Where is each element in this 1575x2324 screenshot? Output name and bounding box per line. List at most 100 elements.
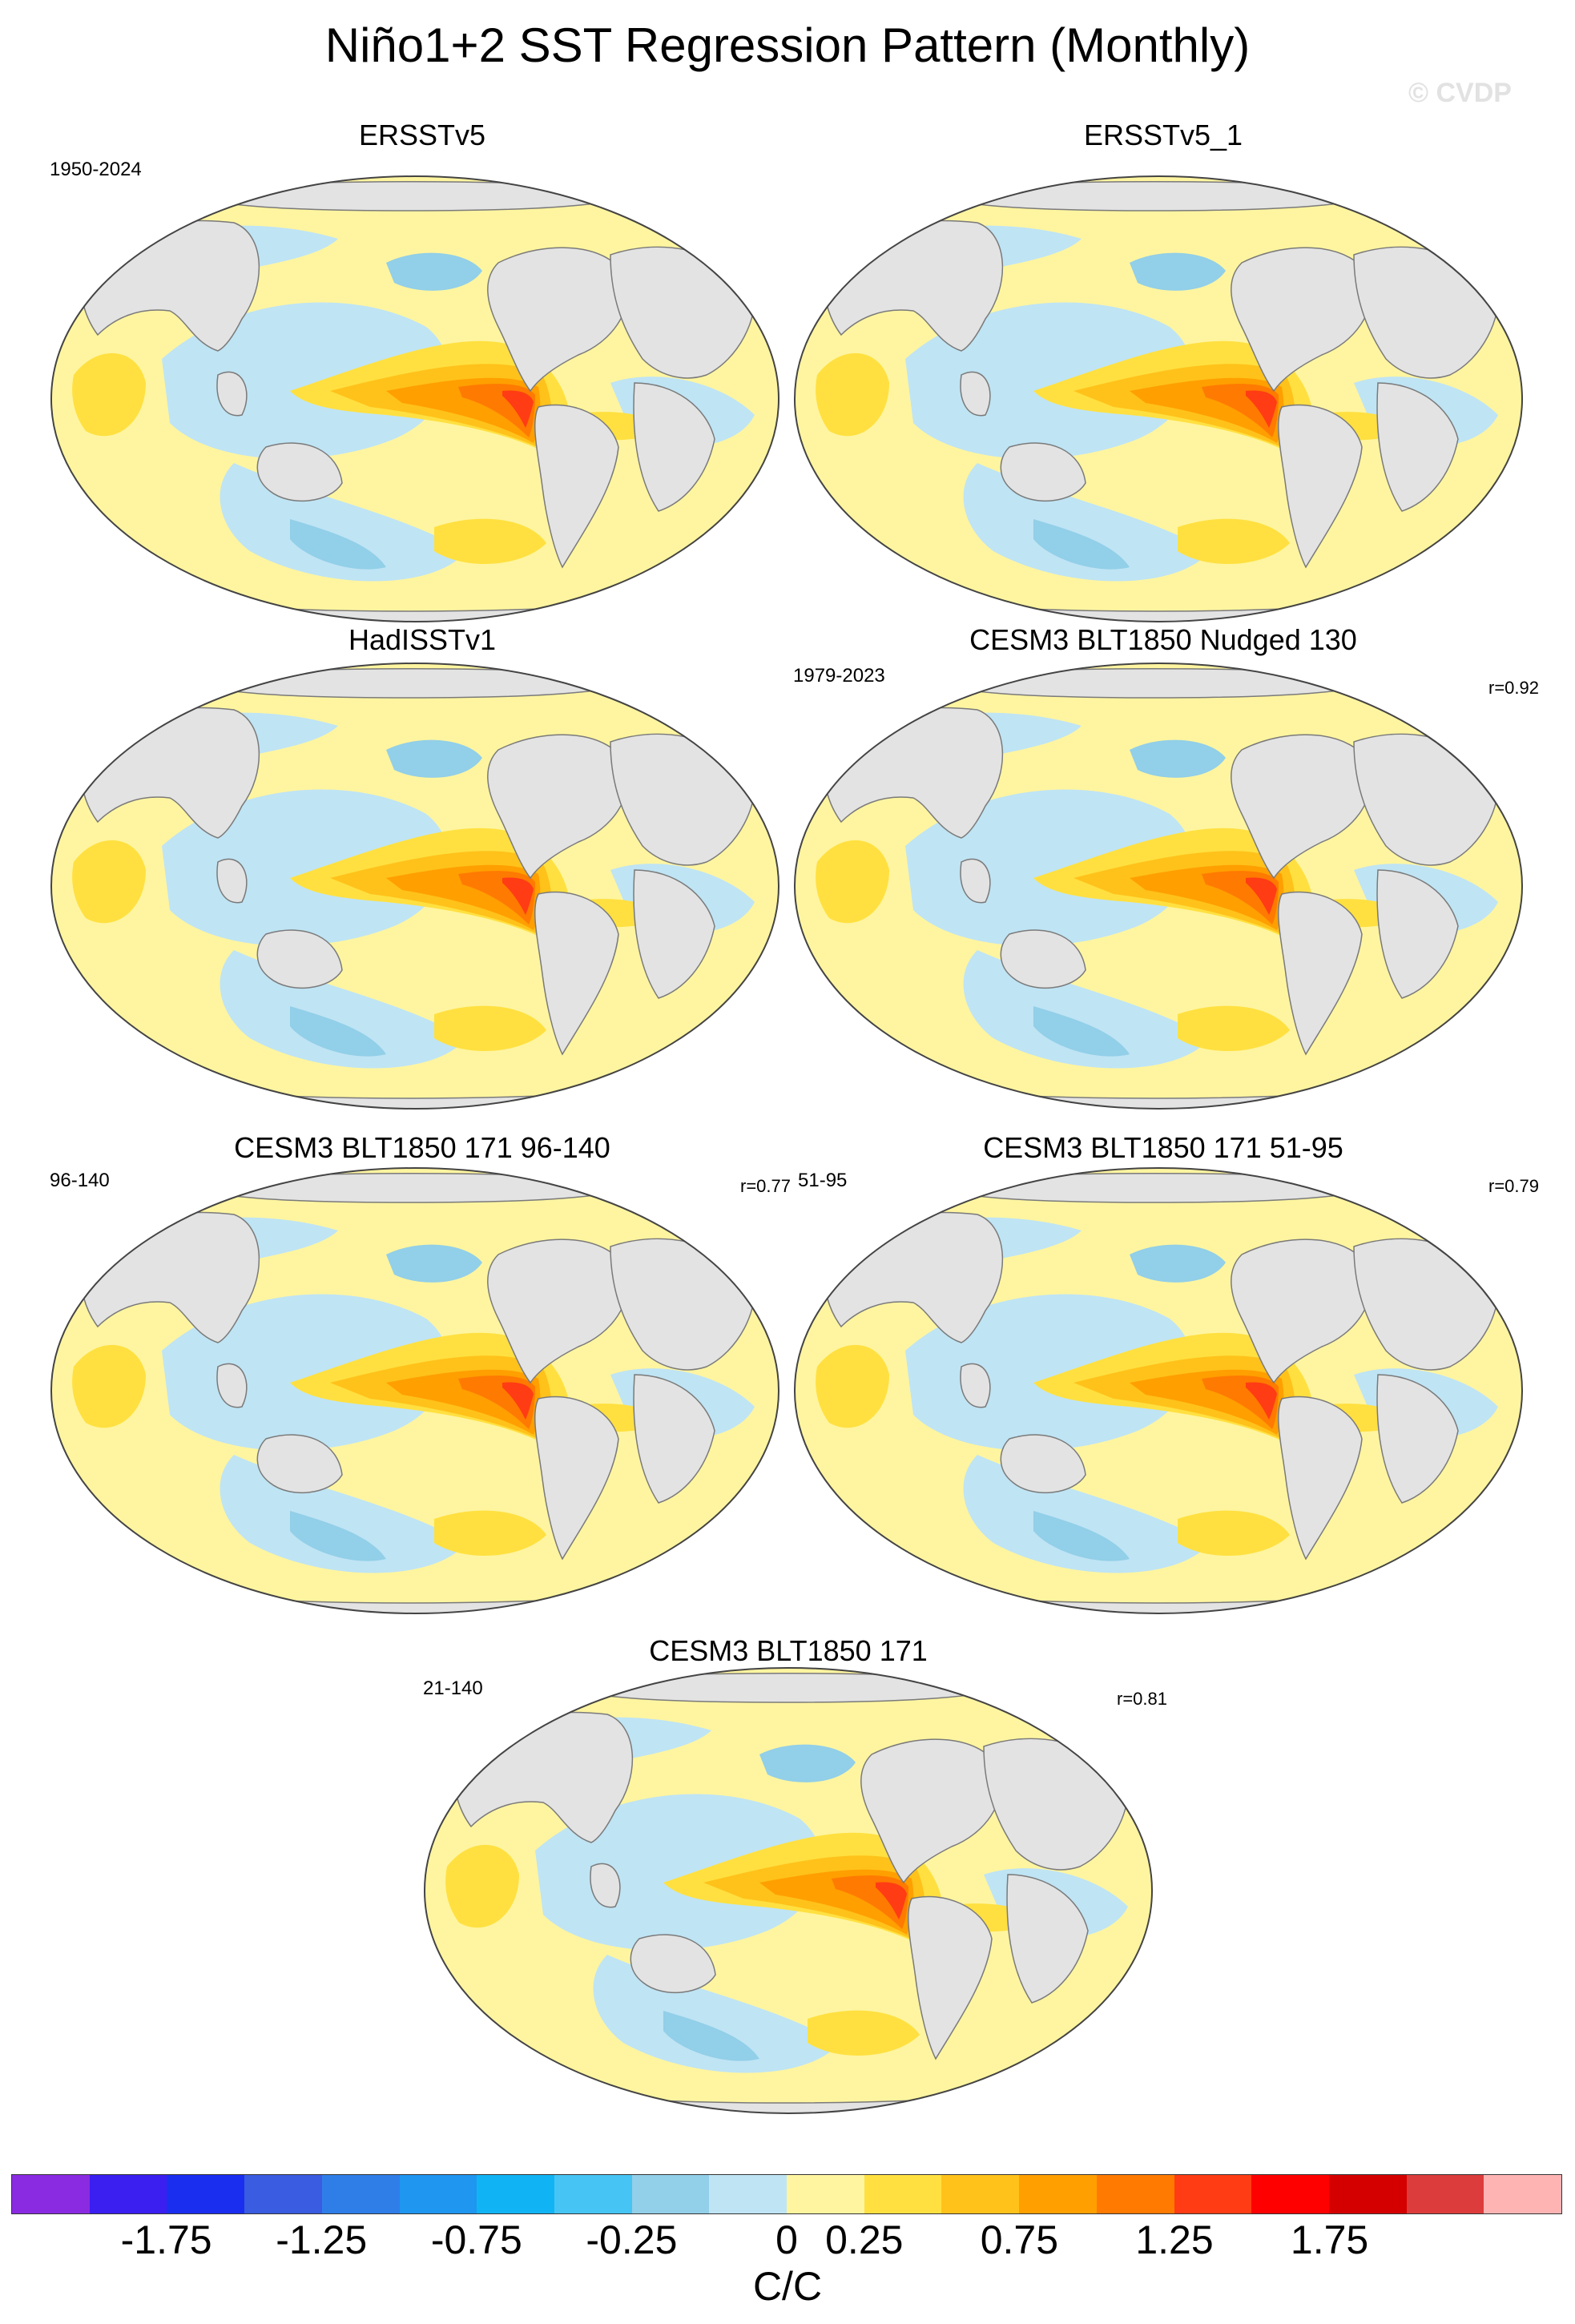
color-bar-swatch xyxy=(554,2175,632,2213)
color-bar-swatch xyxy=(1096,2175,1174,2213)
land-mask xyxy=(1376,869,1459,999)
sst-contour-warm xyxy=(816,352,889,437)
land-mask xyxy=(633,869,715,999)
sst-contour-cool2 xyxy=(386,252,482,291)
panel-years: 51-95 xyxy=(798,1170,848,1191)
land-mask xyxy=(633,1374,715,1504)
figure-title: Niño1+2 SST Regression Pattern (Monthly) xyxy=(324,18,1251,72)
sst-contour-cool xyxy=(162,1294,449,1451)
land-mask xyxy=(860,1738,1002,1884)
land-mask xyxy=(1231,1239,1372,1384)
sst-contour-cool2 xyxy=(1130,1244,1226,1283)
panel-correlation: r=0.81 xyxy=(1117,1689,1167,1709)
land-mask xyxy=(256,1434,343,1493)
panel-title: CESM3 BLT1850 171 51-95 xyxy=(983,1131,1343,1164)
panel-title: ERSSTv5 xyxy=(358,119,486,151)
sst-contour-warm5 xyxy=(1246,1382,1277,1420)
sst-contour-warm xyxy=(434,518,546,565)
color-bar-swatch xyxy=(1019,2175,1097,2213)
land-mask xyxy=(1278,1396,1363,1561)
color-bar-tick-label: -0.25 xyxy=(586,2217,678,2262)
panel-title: CESM3 BLT1850 171 96-140 xyxy=(234,1131,610,1164)
land-mask xyxy=(487,734,629,880)
sst-regression-map xyxy=(50,1167,779,1614)
sst-contour-cool xyxy=(535,1794,822,1951)
panel-title: ERSSTv5_1 xyxy=(1083,119,1243,151)
land-mask xyxy=(534,404,619,569)
sst-contour-warm5 xyxy=(502,390,534,428)
land-mask xyxy=(487,1239,629,1384)
land-mask xyxy=(1376,382,1459,512)
land-mask xyxy=(633,382,715,512)
sst-contour-cool xyxy=(162,789,449,946)
map-outline xyxy=(50,663,779,1110)
sst-regression-map xyxy=(50,663,779,1110)
land-mask xyxy=(1278,404,1363,569)
sst-contour-warm xyxy=(72,1344,146,1428)
color-bar-swatch xyxy=(477,2175,554,2213)
color-bar-swatch xyxy=(1251,2175,1329,2213)
color-bar-swatch xyxy=(12,2175,90,2213)
color-bar-swatch xyxy=(787,2175,864,2213)
map-outline xyxy=(794,1167,1523,1614)
map-outline xyxy=(794,663,1523,1110)
sst-contour-cool xyxy=(905,789,1192,946)
color-bar-swatch xyxy=(709,2175,788,2213)
color-bar-tick-label: 0 xyxy=(775,2217,798,2262)
color-bar-tick-label: 0.75 xyxy=(980,2217,1059,2262)
color-bar xyxy=(11,2174,1562,2214)
land-mask xyxy=(1000,442,1086,501)
land-mask xyxy=(256,929,343,989)
color-bar-swatch xyxy=(399,2175,477,2213)
land-mask xyxy=(256,442,343,501)
color-bar-swatch xyxy=(1174,2175,1252,2213)
panel-years: 96-140 xyxy=(50,1170,110,1191)
sst-contour-cool2 xyxy=(290,1006,386,1057)
land-mask xyxy=(1000,929,1086,989)
color-bar-swatch xyxy=(89,2175,167,2213)
sst-contour-cool2 xyxy=(290,1511,386,1561)
sst-contour-warm5 xyxy=(502,1382,534,1420)
color-bar-swatch xyxy=(1484,2175,1562,2213)
color-bar-swatch xyxy=(864,2175,942,2213)
land-mask xyxy=(960,1363,991,1408)
color-bar-swatch xyxy=(631,2175,710,2213)
sst-contour-warm xyxy=(1178,1510,1290,1557)
land-mask xyxy=(216,1363,248,1408)
color-bar-tick-label: 1.25 xyxy=(1135,2217,1214,2262)
land-mask xyxy=(1006,1874,1089,2004)
land-mask xyxy=(534,891,619,1056)
color-bar-swatch xyxy=(321,2175,400,2213)
color-bar-tick-label: 0.25 xyxy=(825,2217,904,2262)
land-mask xyxy=(1231,734,1372,880)
sst-contour-cool2 xyxy=(663,2011,759,2061)
land-mask xyxy=(1278,891,1363,1056)
sst-regression-map xyxy=(50,175,779,622)
sst-regression-map xyxy=(794,175,1523,622)
sst-contour-cool2 xyxy=(1033,1511,1130,1561)
panel-title: CESM3 BLT1850 Nudged 130 xyxy=(969,623,1357,656)
sst-contour-cool xyxy=(905,1294,1192,1451)
color-bar-swatch xyxy=(244,2175,322,2213)
sst-contour-warm xyxy=(72,352,146,437)
land-mask xyxy=(630,1934,716,1993)
map-outline xyxy=(50,1167,779,1614)
land-mask xyxy=(908,1895,993,2060)
land-mask xyxy=(960,371,991,417)
color-bar-tick-label: -1.75 xyxy=(120,2217,212,2262)
land-mask xyxy=(487,247,629,393)
sst-contour-cool2 xyxy=(759,1744,856,1782)
land-mask xyxy=(1231,247,1372,393)
sst-contour-cool xyxy=(905,302,1192,459)
land-mask xyxy=(216,371,248,417)
sst-contour-warm xyxy=(816,840,889,924)
sst-contour-warm xyxy=(1178,518,1290,565)
color-bar-swatch xyxy=(1406,2175,1484,2213)
sst-contour-warm5 xyxy=(876,1882,907,1919)
sst-contour-warm xyxy=(445,1844,519,1928)
land-mask xyxy=(1000,1434,1086,1493)
sst-contour-cool2 xyxy=(1130,739,1226,778)
color-bar-tick-label: -0.75 xyxy=(430,2217,522,2262)
sst-regression-map xyxy=(424,1667,1153,2114)
sst-contour-cool2 xyxy=(1033,519,1130,570)
